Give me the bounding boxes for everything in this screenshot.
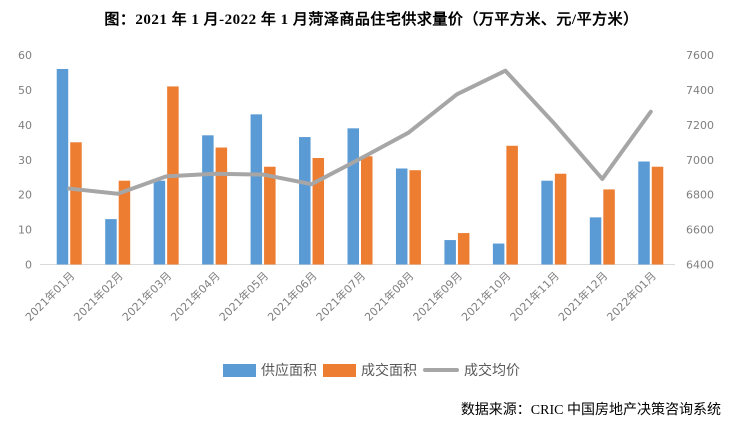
supply-bar-2022年01月 — [638, 161, 650, 265]
x-axis-label: 2021年05月 — [216, 269, 271, 324]
supply-bar-2021年01月 — [56, 68, 69, 265]
supply-bar-2021年04月 — [202, 135, 214, 265]
deal-bar-2021年12月 — [603, 189, 615, 265]
x-axis-label: 2021年10月 — [458, 269, 513, 324]
x-axis-label: 2021年12月 — [555, 269, 610, 324]
price-line-swatch-icon — [423, 368, 459, 372]
left-axis-tick: 0 — [25, 259, 32, 272]
left-axis-tick: 50 — [18, 84, 32, 97]
legend-label-supply-area: 供应面积 — [261, 363, 317, 379]
right-axis-tick: 6400 — [686, 259, 714, 272]
supply-bar-2021年02月 — [105, 219, 117, 265]
deal-bar-2021年10月 — [506, 145, 518, 265]
supply-bar-swatch-icon — [223, 363, 256, 377]
left-axis-tick: 20 — [18, 189, 32, 202]
supply-bar-2021年09月 — [444, 240, 456, 265]
data-source: 数据来源：CRIC 中国房地产决策咨询系统 — [460, 403, 721, 418]
deal-bar-2021年05月 — [264, 166, 276, 265]
chart-legend: 供应面积 成交面积 成交均价 — [0, 360, 743, 380]
right-axis-tick: 7200 — [686, 119, 714, 132]
deal-bar-2021年01月 — [70, 142, 82, 265]
avg-price-line — [67, 68, 653, 196]
supply-bar-2021年06月 — [299, 137, 311, 265]
deal-bar-2021年09月 — [457, 233, 470, 265]
x-axis-label: 2021年07月 — [313, 269, 368, 324]
legend-label-deal-area: 成交面积 — [361, 363, 417, 379]
supply-bar-2021年08月 — [395, 168, 408, 265]
supply-bar-2021年03月 — [153, 180, 166, 265]
legend-item-avg-price: 成交均价 — [423, 360, 520, 380]
legend-label-avg-price: 成交均价 — [464, 363, 520, 379]
x-axis-label: 2021年08月 — [361, 269, 416, 324]
right-axis-tick: 7000 — [686, 154, 714, 167]
supply-bar-2021年05月 — [250, 114, 263, 265]
x-axis-label: 2021年03月 — [119, 269, 174, 324]
left-axis-tick: 30 — [18, 154, 32, 167]
combo-chart-canvas: 0 10 20 30 40 50 60 6400 6600 6800 7000 7200 7400 760… — [18, 49, 714, 324]
deal-bar-2021年04月 — [215, 147, 228, 265]
deal-bar-2021年08月 — [409, 170, 421, 265]
left-axis-tick: 60 — [18, 49, 32, 62]
supply-bar-2021年07月 — [347, 128, 359, 265]
supply-bar-2021年12月 — [589, 217, 602, 265]
x-axis-label: 2021年02月 — [71, 269, 126, 324]
x-axis-label: 2021年06月 — [265, 269, 320, 324]
left-axis-tick: 10 — [18, 224, 32, 237]
deal-bar-swatch-icon — [323, 363, 356, 377]
supply-bar-2021年10月 — [492, 243, 505, 265]
x-axis-label: 2021年09月 — [410, 269, 465, 324]
deal-bar-2021年07月 — [361, 156, 373, 265]
deal-bar-2021年02月 — [118, 180, 131, 265]
x-axis-label: 2021年11月 — [507, 269, 562, 324]
right-axis-tick: 7600 — [686, 49, 714, 62]
deal-bar-2021年06月 — [312, 158, 325, 265]
x-axis-label: 2022年01月 — [604, 269, 659, 324]
left-axis-tick: 40 — [18, 119, 32, 132]
legend-item-deal-area: 成交面积 — [323, 360, 417, 380]
right-axis-tick: 7400 — [686, 84, 714, 97]
supply-bar-2021年11月 — [541, 180, 553, 265]
right-axis-tick: 6800 — [686, 189, 714, 202]
legend-item-supply-area: 供应面积 — [223, 360, 317, 380]
x-axis-label: 2021年01月 — [22, 269, 77, 324]
right-axis-tick: 6600 — [686, 224, 714, 237]
x-axis-label: 2021年04月 — [168, 269, 223, 324]
chart-title: 图：2021 年 1 月-2022 年 1 月菏泽商品住宅供求量价（万平方米、元… — [104, 12, 639, 28]
deal-bar-2021年11月 — [554, 173, 567, 265]
deal-bar-2022年01月 — [651, 166, 664, 265]
